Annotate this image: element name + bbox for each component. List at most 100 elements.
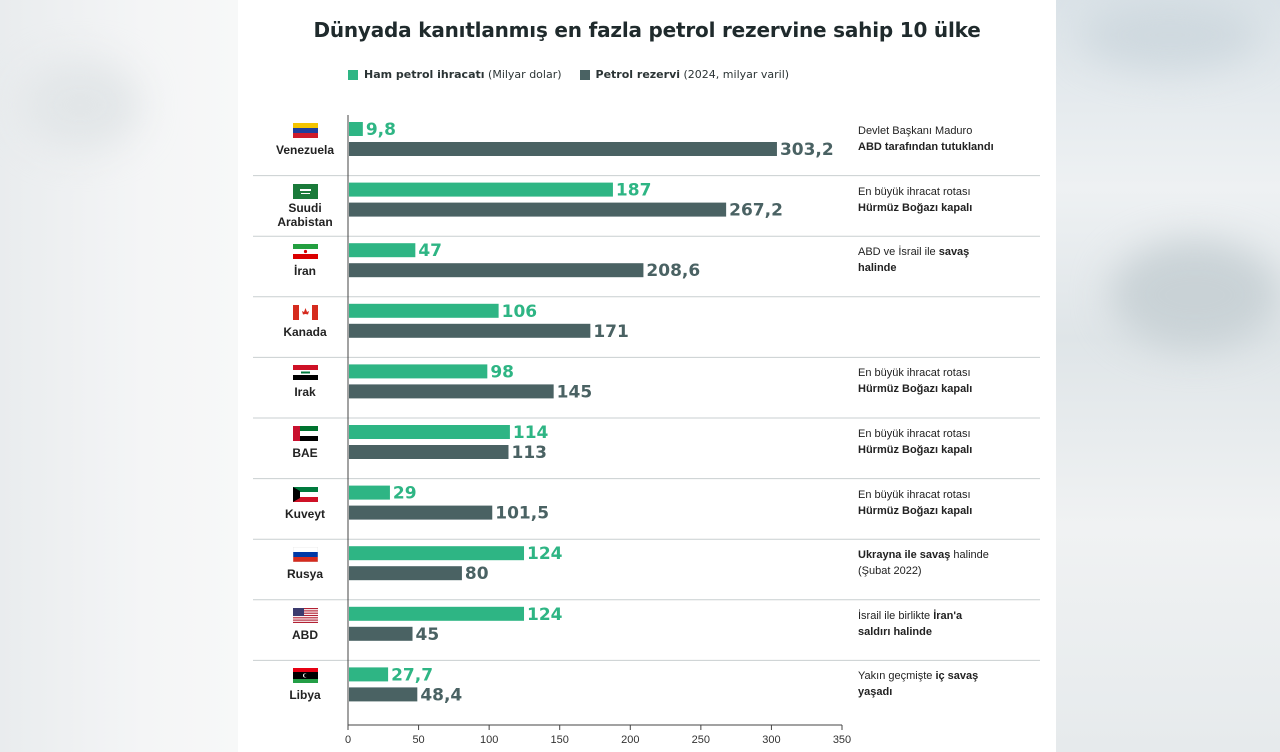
bar-export bbox=[349, 425, 510, 439]
bar-reserve bbox=[349, 626, 413, 641]
row-note: Ukrayna ile savaş halinde (Şubat 2022) bbox=[858, 547, 1038, 579]
bar-reserve bbox=[349, 445, 509, 459]
row-note-text: Hürmüz Boğazı kapalı bbox=[858, 504, 973, 517]
country-label-line: Rusya bbox=[286, 567, 324, 582]
row-note-text: saldırı halinde bbox=[858, 625, 932, 638]
row-note-text: Ukrayna ile savaş bbox=[858, 549, 951, 562]
bar-export-label: 124 bbox=[527, 605, 563, 625]
bar-reserve-label: 267,2 bbox=[729, 201, 783, 221]
row-note-line: Hürmüz Boğazı kapalı bbox=[858, 503, 1038, 519]
row-note: Devlet Başkanı Maduro ABD tarafından tutu… bbox=[858, 123, 1038, 155]
chart-title: Dünyada kanıtlanmış en fazla petrol reze… bbox=[313, 18, 981, 42]
bar-export bbox=[349, 546, 525, 561]
bar-export bbox=[349, 485, 390, 500]
country-label: BAE bbox=[250, 446, 360, 460]
saudi-flag-icon bbox=[293, 183, 318, 199]
bar-export bbox=[349, 182, 613, 197]
row-note: İsrail ile birlikte İran'a saldırı halind… bbox=[858, 608, 1038, 640]
row-note-line: Devlet Başkanı Maduro bbox=[858, 123, 1038, 139]
row-note-line: Hürmüz Boğazı kapalı bbox=[858, 442, 1038, 458]
country-label: ABD bbox=[250, 628, 360, 642]
country-label: Kuveyt bbox=[250, 507, 360, 521]
bar-export bbox=[349, 667, 389, 682]
country-label-line: ABD bbox=[292, 627, 318, 642]
legend-swatch-export bbox=[348, 69, 358, 80]
row-note: En büyük ihracat rotası Hürmüz Boğazı kap… bbox=[858, 487, 1038, 519]
legend-export-name: Ham petrol ihracatı bbox=[364, 68, 485, 81]
country-label-line: Irak bbox=[294, 385, 316, 400]
row-note-line: yaşadı bbox=[858, 684, 1038, 700]
bar-reserve-label: 208,6 bbox=[646, 261, 700, 281]
row-note-text: En büyük ihracat rotası bbox=[858, 428, 971, 440]
country-label-line: Libya bbox=[289, 688, 321, 703]
country-label-line: Kuveyt bbox=[284, 506, 325, 521]
bar-export-label: 114 bbox=[513, 423, 549, 443]
country-label: Libya bbox=[250, 688, 360, 702]
country-label: Rusya bbox=[250, 567, 360, 581]
row-note: En büyük ihracat rotası Hürmüz Boğazı kap… bbox=[858, 426, 1038, 458]
kuwait-flag-icon bbox=[293, 486, 318, 502]
legend-item-reserve: Petrol rezervi (2024, milyar varil) bbox=[579, 68, 790, 81]
bar-reserve bbox=[349, 202, 727, 217]
bar-export-label: 27,7 bbox=[391, 665, 433, 685]
x-tick-label: 350 bbox=[833, 734, 851, 746]
x-tick-label: 250 bbox=[692, 734, 710, 746]
bar-reserve-label: 101,5 bbox=[495, 504, 549, 524]
row-note-text: En büyük ihracat rotası bbox=[858, 488, 971, 501]
country-label-line: Suudi bbox=[288, 200, 322, 215]
row-note-text: İsrail ile birlikte bbox=[858, 609, 934, 622]
bar-reserve-label: 113 bbox=[511, 443, 547, 463]
bar-export-label: 106 bbox=[502, 302, 538, 322]
country-label-line: BAE bbox=[292, 446, 318, 460]
row-note-text: Hürmüz Boğazı kapalı bbox=[858, 201, 973, 214]
row-note-text: Devlet Başkanı Maduro bbox=[858, 125, 973, 137]
row-note-line: İsrail ile birlikte İran'a bbox=[858, 608, 1038, 624]
x-tick-label: 150 bbox=[551, 734, 569, 746]
country-label: Suudi Arabistan bbox=[250, 201, 360, 229]
row-note-text: En büyük ihracat rotası bbox=[858, 367, 971, 380]
legend-item-export: Ham petrol ihracatı (Milyar dolar) bbox=[348, 68, 562, 81]
bar-reserve-label: 48,4 bbox=[420, 685, 462, 705]
country-label: Kanada bbox=[250, 325, 360, 339]
bar-reserve-label: 303,2 bbox=[780, 140, 834, 160]
bar-reserve-label: 171 bbox=[593, 322, 629, 342]
row-note-text: yaşadı bbox=[858, 686, 893, 699]
row-note-text: Yakın geçmişte bbox=[858, 670, 936, 683]
bar-reserve bbox=[349, 687, 418, 702]
bar-export bbox=[349, 606, 525, 621]
bar-export-label: 47 bbox=[418, 241, 442, 261]
row-note-text: Hürmüz Boğazı kapalı bbox=[858, 383, 973, 396]
bar-export bbox=[349, 364, 488, 379]
row-note-line: ABD ve İsrail ile savaş bbox=[858, 244, 1038, 260]
row-note-text: (Şubat 2022) bbox=[858, 565, 922, 578]
row-note-line: Yakın geçmişte iç savaş bbox=[858, 668, 1038, 684]
usa-flag-icon bbox=[293, 607, 318, 623]
country-label: Venezuela bbox=[250, 143, 360, 157]
legend-reserve-unit: (2024, milyar varil) bbox=[683, 68, 790, 81]
bar-export-label: 29 bbox=[393, 484, 417, 504]
bar-export bbox=[349, 122, 363, 136]
background-blur bbox=[20, 60, 140, 150]
bar-export-label: 9,8 bbox=[366, 120, 396, 140]
bar-reserve bbox=[349, 323, 591, 338]
row-note-text: İran'a bbox=[933, 609, 963, 622]
country-label-line: Venezuela bbox=[275, 143, 335, 157]
row-note: ABD ve İsrail ile savaş halinde bbox=[858, 244, 1038, 276]
country-label-line: İran bbox=[293, 264, 316, 279]
row-note: En büyük ihracat rotası Hürmüz Boğazı kap… bbox=[858, 365, 1038, 397]
row-note-text: ABD tarafından tutuklandı bbox=[858, 141, 994, 153]
bar-reserve bbox=[349, 566, 462, 581]
row-note-text: halinde bbox=[858, 262, 897, 275]
country-label-line: Kanada bbox=[283, 324, 327, 339]
row-note-line: Ukrayna ile savaş halinde bbox=[858, 547, 1038, 563]
canada-flag-icon bbox=[293, 304, 318, 320]
bar-export-label: 124 bbox=[527, 544, 563, 564]
country-label: Irak bbox=[250, 385, 360, 399]
row-note-line: En büyük ihracat rotası bbox=[858, 184, 1038, 200]
x-tick-label: 100 bbox=[480, 734, 498, 746]
background-blur bbox=[1110, 240, 1280, 350]
x-tick-label: 200 bbox=[621, 734, 639, 746]
country-label-line: Arabistan bbox=[277, 214, 333, 229]
row-note-line: En büyük ihracat rotası bbox=[858, 487, 1038, 503]
